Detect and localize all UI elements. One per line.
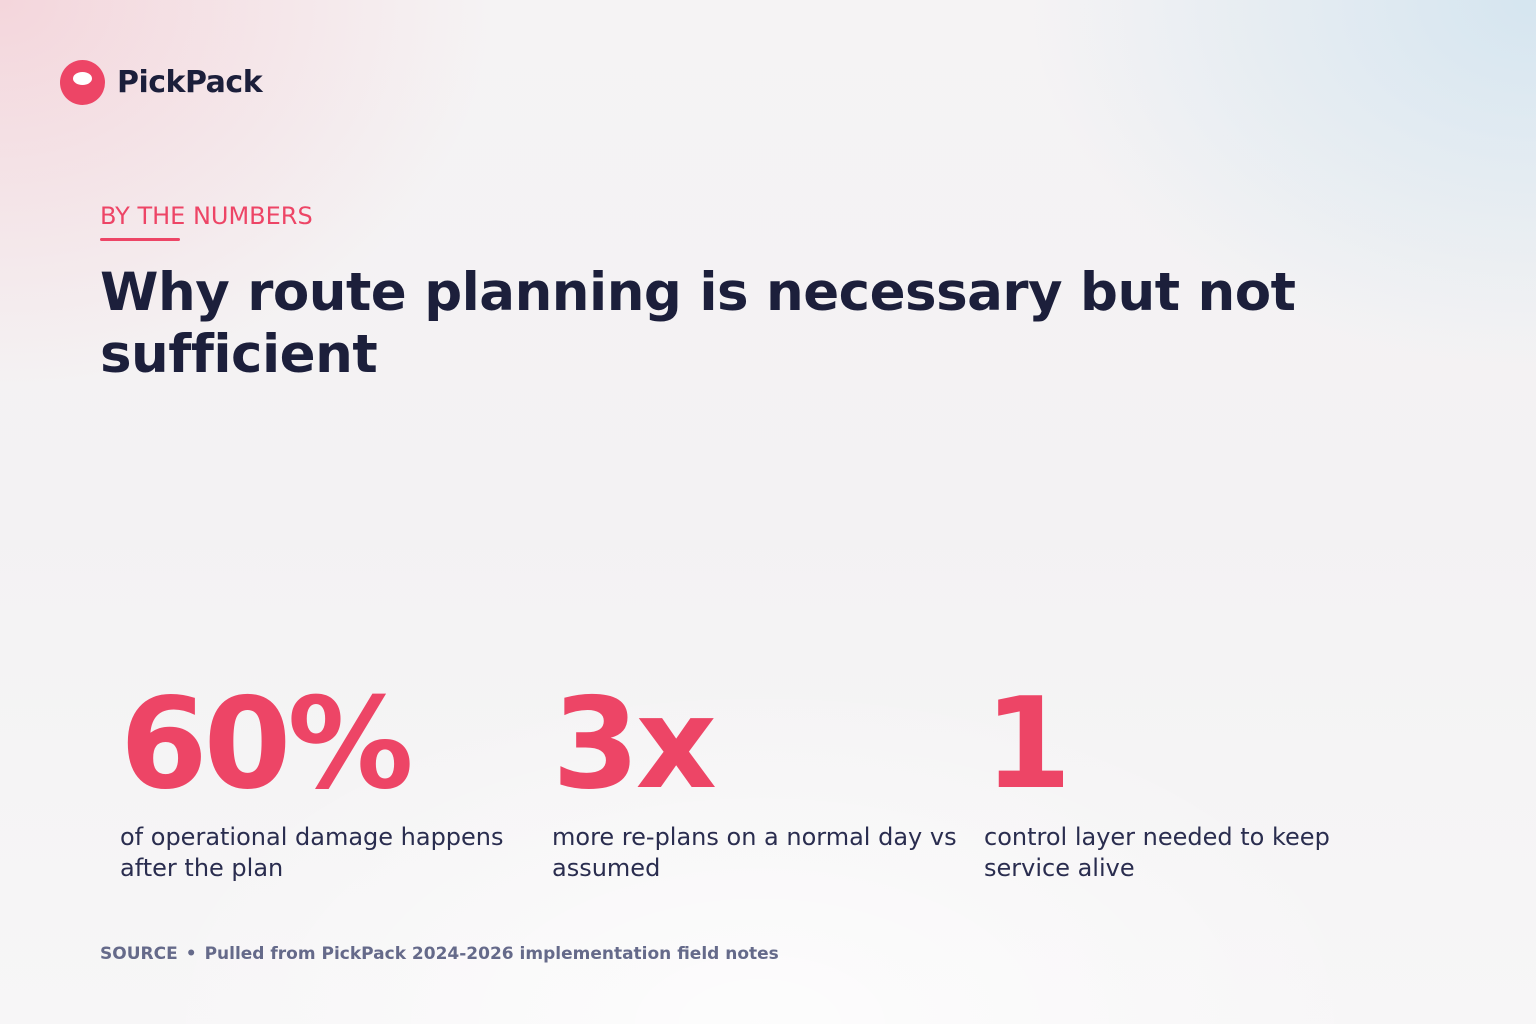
stat-label: control layer needed to keep service ali… [984,823,1330,882]
brand-logo[interactable]: PickPack [60,60,263,105]
stat-item: 3x more re-plans on a normal day vs assu… [552,680,984,884]
stat-value: 60% [120,670,414,817]
stat-label: more re-plans on a normal day vs assumed [552,823,957,882]
source-text: Pulled from PickPack 2024-2026 implement… [204,944,779,964]
stat-value: 1 [984,670,1072,817]
stat-value: 3x [552,670,717,817]
stat-label: of operational damage happens after the … [120,823,504,882]
stat-item: 60% of operational damage happens after … [120,680,552,884]
eyebrow-underline [100,238,180,241]
source-note: SOURCE • Pulled from PickPack 2024-2026 … [100,944,779,964]
source-label: SOURCE [100,944,178,964]
source-separator: • [185,944,197,964]
stats-row: 60% of operational damage happens after … [120,680,1416,884]
brand-name: PickPack [117,65,263,100]
pickpack-logo-icon [60,60,105,105]
stat-item: 1 control layer needed to keep service a… [984,680,1416,884]
section-eyebrow: BY THE NUMBERS [100,202,313,230]
page-title: Why route planning is necessary but not … [100,262,1296,385]
